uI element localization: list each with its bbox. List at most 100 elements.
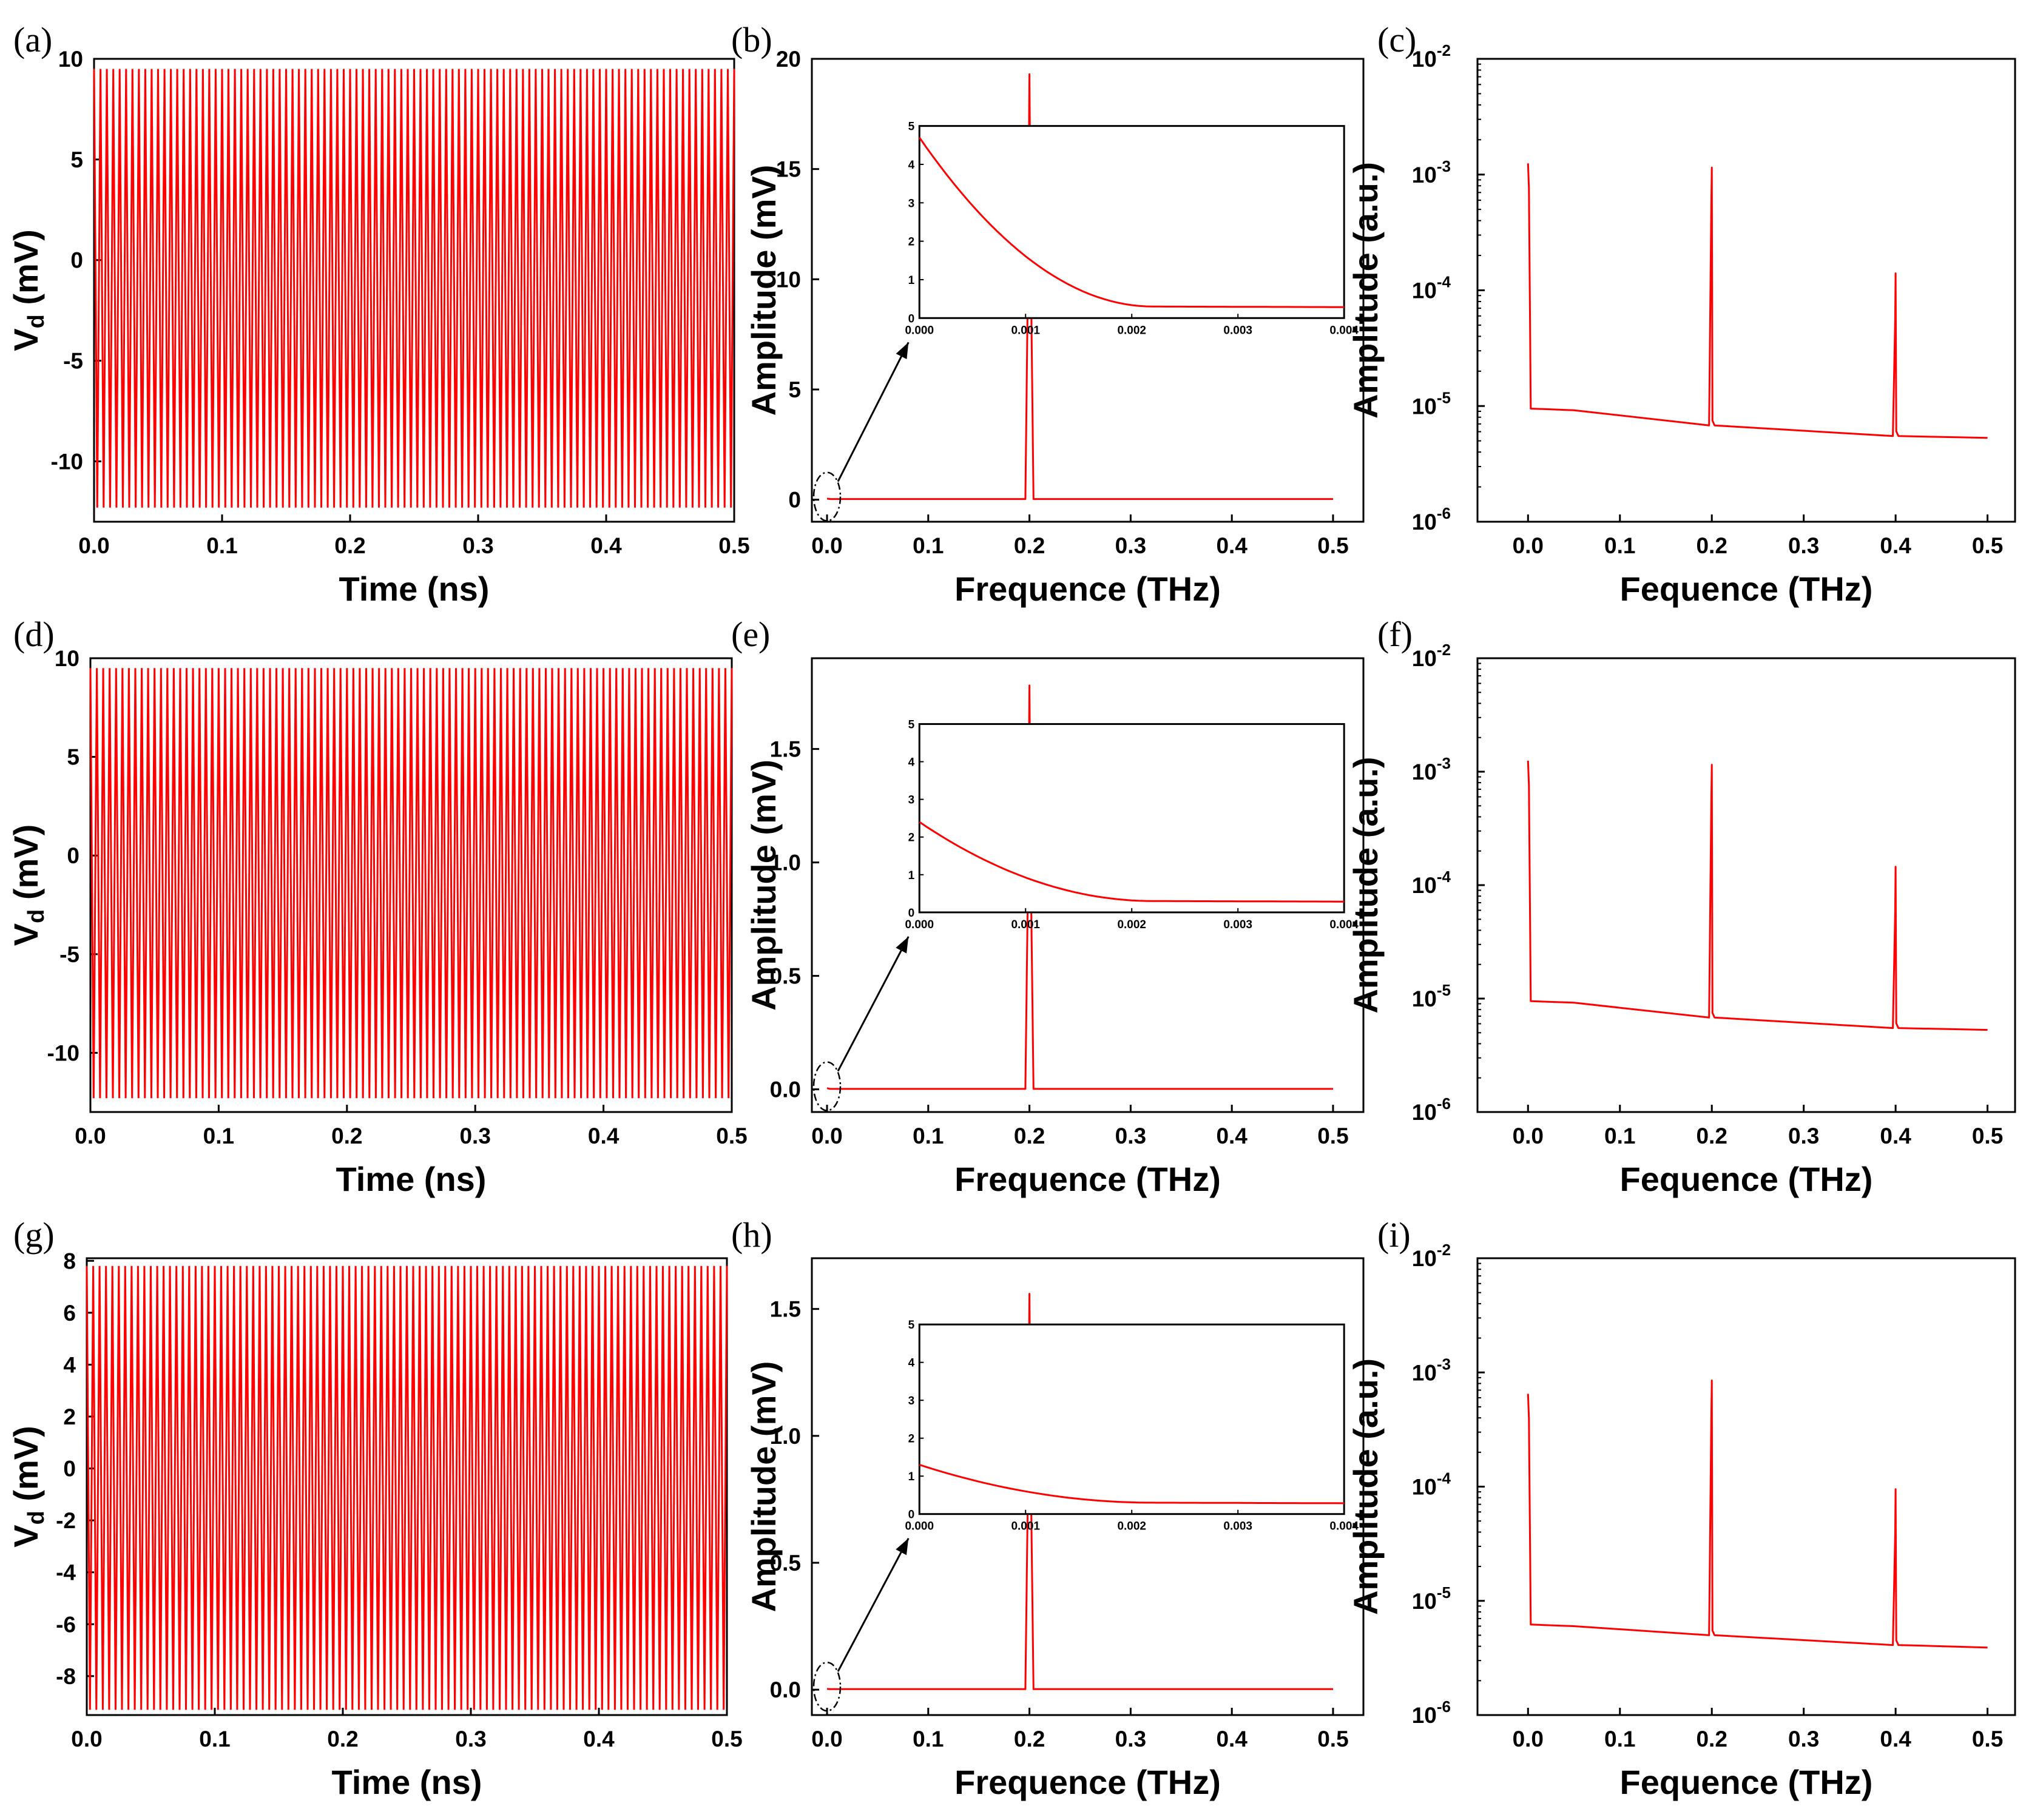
y-tick-label: 10-2 bbox=[1412, 41, 1451, 72]
y-tick-label: 2 bbox=[63, 1404, 76, 1429]
y-tick-label: 10-4 bbox=[1412, 273, 1451, 303]
panel-letter: (g) bbox=[13, 1215, 55, 1255]
x-tick-label: 0.1 bbox=[913, 1727, 944, 1751]
panel-e: (e) 0.0 0.1 0.2 0.3 0.4 0.5 1.5 1.0 0.5 0.0 Frequen… bbox=[731, 615, 1365, 1198]
x-tick-label: 0.4 bbox=[1880, 1727, 1911, 1751]
y-axis-label: Amplitude (mV) bbox=[745, 760, 783, 1011]
x-tick-label: 0.5 bbox=[711, 1727, 742, 1751]
inset-y-tick-label: 1 bbox=[908, 869, 915, 882]
x-tick-label: 0.5 bbox=[1317, 1124, 1348, 1148]
panel-letter: (h) bbox=[731, 1215, 772, 1255]
x-axis-label: Frequence (THz) bbox=[954, 1763, 1221, 1801]
inset-y-tick-label: 2 bbox=[908, 236, 915, 249]
x-tick-label: 0.2 bbox=[1696, 1124, 1727, 1148]
x-tick-label: 0.2 bbox=[1014, 533, 1045, 558]
series-line-vd bbox=[86, 1266, 728, 1710]
x-tick-label: 0.5 bbox=[1972, 533, 2003, 558]
x-tick-label: 0.1 bbox=[206, 533, 237, 558]
panel-letter: (i) bbox=[1377, 1215, 1411, 1255]
zoom-region-ellipse bbox=[812, 1061, 842, 1111]
zoom-arrow-head bbox=[896, 1538, 909, 1555]
y-tick-label: 5 bbox=[788, 377, 801, 402]
plot-frame bbox=[89, 657, 733, 1113]
y-tick-label: 10-4 bbox=[1412, 868, 1451, 898]
series-line-spectrum bbox=[1527, 1380, 1988, 1649]
inset-x-tick-label: 0.003 bbox=[1223, 1520, 1252, 1533]
y-tick-label: 1.5 bbox=[770, 737, 801, 762]
x-tick-label: 0.2 bbox=[1696, 1727, 1727, 1751]
x-tick-label: 0.3 bbox=[459, 1124, 490, 1148]
inset-y-tick-label: 0 bbox=[908, 1509, 915, 1522]
panel-f: (f) 0.0 0.1 0.2 0.3 0.4 0.5 10-2 10-3 10-4 10-5 10-… bbox=[1346, 615, 2016, 1198]
x-tick-label: 0.0 bbox=[71, 1727, 102, 1751]
y-axis-label: Vd (mV) bbox=[7, 229, 49, 351]
y-tick-label: 10 bbox=[55, 646, 79, 671]
y-tick-label: 0.5 bbox=[770, 1551, 801, 1576]
zoom-arrow bbox=[837, 936, 910, 1072]
inset-x-tick-label: 0.002 bbox=[1117, 1520, 1146, 1533]
y-tick-label: 1.5 bbox=[770, 1297, 801, 1322]
plot-frame bbox=[811, 58, 1365, 523]
x-tick-label: 0.1 bbox=[1604, 1727, 1635, 1751]
panel-letter: (a) bbox=[13, 20, 52, 59]
inset-y-tick-label: 4 bbox=[908, 159, 915, 172]
inset-e: 0.000 0.001 0.002 0.003 0.004 0 1 2 3 4 5 bbox=[905, 718, 1359, 931]
x-tick-label: 0.3 bbox=[1788, 1124, 1819, 1148]
series-line-vd bbox=[89, 668, 733, 1099]
y-axis-label: Vd (mV) bbox=[7, 1426, 49, 1548]
x-tick-label: 0.0 bbox=[811, 1124, 842, 1148]
y-axis-label: Amplitude (a.u.) bbox=[1346, 162, 1385, 419]
y-tick-label: 10-3 bbox=[1412, 1355, 1451, 1385]
panel-h: (h) 0.0 0.1 0.2 0.3 0.4 0.5 1.5 1.0 0.5 0.0 Frequen… bbox=[731, 1215, 1365, 1801]
inset-y-tick-label: 5 bbox=[908, 718, 915, 731]
y-tick-label: 10 bbox=[58, 47, 83, 72]
x-tick-label: 0.1 bbox=[203, 1124, 234, 1148]
y-tick-label: -10 bbox=[51, 449, 83, 474]
x-tick-label: 0.5 bbox=[1972, 1124, 2003, 1148]
x-axis-label: Fequence (THz) bbox=[1620, 570, 1873, 608]
inset-b: 0.000 0.001 0.002 0.003 0.004 0 1 2 3 4 5 bbox=[905, 121, 1359, 337]
y-tick-label: 10-3 bbox=[1412, 754, 1451, 784]
x-tick-label: 0.0 bbox=[78, 533, 109, 558]
y-tick-label: 1.0 bbox=[770, 851, 801, 875]
x-tick-label: 0.1 bbox=[1604, 533, 1635, 558]
plot-frame bbox=[93, 58, 735, 523]
x-tick-label: 0.3 bbox=[462, 533, 493, 558]
x-tick-label: 0.4 bbox=[1880, 533, 1911, 558]
y-tick-label: -10 bbox=[47, 1040, 79, 1065]
panel-i: (i) 0.0 0.1 0.2 0.3 0.4 0.5 10-2 10-3 10-4 10-5 10-… bbox=[1346, 1215, 2016, 1801]
panel-letter: (e) bbox=[731, 615, 770, 654]
series-line-spectrum bbox=[1527, 163, 1988, 439]
y-tick-label: -5 bbox=[59, 942, 79, 967]
panel-d: (d) 0.0 0.1 0.2 0.3 0.4 0.5 10 5 0 -5 -10 Time (ns) V… bbox=[7, 615, 748, 1198]
x-tick-label: 0.0 bbox=[75, 1124, 106, 1148]
x-axis-label: Time (ns) bbox=[339, 570, 490, 608]
plot-frame bbox=[811, 657, 1365, 1113]
inset-y-tick-label: 5 bbox=[908, 1319, 915, 1332]
x-axis-label: Time (ns) bbox=[336, 1160, 487, 1198]
x-tick-label: 0.1 bbox=[913, 1124, 944, 1148]
x-tick-label: 0.2 bbox=[1014, 1124, 1045, 1148]
inset-x-tick-label: 0.003 bbox=[1223, 918, 1252, 931]
series-line-vd bbox=[93, 69, 735, 508]
x-tick-label: 0.3 bbox=[1115, 1124, 1146, 1148]
x-tick-label: 0.0 bbox=[1513, 533, 1544, 558]
y-tick-label: -2 bbox=[56, 1508, 76, 1533]
y-tick-label: 10-6 bbox=[1412, 504, 1451, 534]
x-tick-label: 0.4 bbox=[1216, 533, 1248, 558]
inset-y-tick-label: 3 bbox=[908, 794, 915, 807]
x-tick-label: 0.4 bbox=[1216, 1727, 1248, 1751]
x-tick-label: 0.2 bbox=[1696, 533, 1727, 558]
panel-letter: (c) bbox=[1377, 20, 1416, 59]
panel-g: (g) 0.0 0.1 0.2 0.3 0.4 0.5 8 6 4 2 0 -2 -4 -6 -8 Time (… bbox=[7, 1215, 743, 1801]
inset-y-tick-label: 4 bbox=[908, 1357, 915, 1370]
inset-y-tick-label: 3 bbox=[908, 1395, 915, 1407]
y-tick-label: 10-5 bbox=[1412, 981, 1451, 1011]
inset-x-tick-label: 0.001 bbox=[1011, 1520, 1040, 1533]
inset-frame bbox=[918, 1323, 1345, 1515]
inset-x-tick-label: 0.000 bbox=[905, 918, 934, 931]
zoom-region-ellipse bbox=[812, 471, 842, 522]
x-tick-label: 0.2 bbox=[331, 1124, 362, 1148]
inset-y-tick-label: 1 bbox=[908, 274, 915, 287]
